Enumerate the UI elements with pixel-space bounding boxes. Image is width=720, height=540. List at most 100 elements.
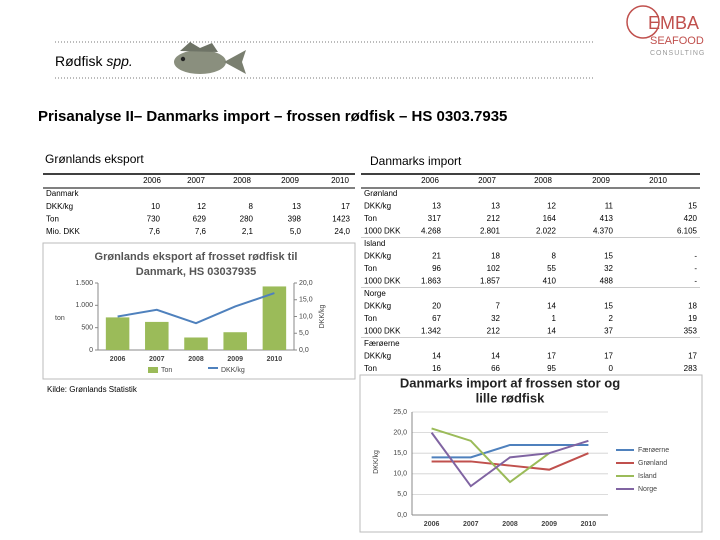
- x-tick-label: 2007: [149, 356, 165, 363]
- table-cell: 1.857: [480, 277, 501, 286]
- line: [431, 443, 589, 459]
- y2-axis-label: DKK/kg: [319, 305, 326, 329]
- table-cell: 102: [487, 264, 501, 273]
- table-cell: 730: [147, 215, 161, 224]
- section-title: Danmarks import: [370, 154, 462, 168]
- table-cell: 19: [688, 314, 697, 323]
- table-cell: 7,6: [149, 227, 161, 236]
- y-tick-label: 0: [89, 347, 93, 354]
- table-cell: 8: [249, 202, 254, 211]
- table-cell: 629: [193, 215, 207, 224]
- table-cell: 7: [496, 302, 501, 311]
- table-cell: 488: [600, 277, 614, 286]
- y2-tick-label: 15,0: [299, 297, 313, 304]
- table-cell: 280: [240, 215, 254, 224]
- table-cell: 283: [684, 364, 698, 373]
- table-cell: 14: [491, 352, 500, 361]
- y-tick-label: 500: [81, 325, 93, 332]
- bar: [262, 286, 287, 350]
- table-cell: 18: [688, 302, 697, 311]
- legend-swatch: [148, 367, 158, 373]
- table-cell: 410: [543, 277, 557, 286]
- x-tick-label: 2009: [541, 521, 557, 528]
- logo-text: EMBA: [648, 13, 699, 33]
- x-tick-label: 2006: [424, 521, 440, 528]
- logo: EMBA SEAFOOD CONSULTING: [626, 5, 705, 57]
- table-cell: 420: [684, 214, 698, 223]
- table-cell: 24,0: [334, 227, 350, 236]
- column-header: 2007: [187, 176, 205, 185]
- logo-text: SEAFOOD: [650, 35, 704, 47]
- x-tick-label: 2008: [188, 356, 204, 363]
- y2-tick-label: 20,0: [299, 280, 313, 287]
- slide-title: Prisanalyse II– Danmarks import – frosse…: [38, 108, 507, 125]
- y-axis-label: ton: [55, 315, 65, 322]
- table-cell: 14: [432, 352, 441, 361]
- table-cell: 17: [547, 352, 556, 361]
- row-label: Ton: [364, 314, 377, 323]
- table-cell: 55: [547, 264, 556, 273]
- table-cell: 66: [491, 364, 500, 373]
- column-header: 2006: [143, 176, 161, 185]
- table-cell: 17: [341, 202, 350, 211]
- legend-label: DKK/kg: [221, 367, 245, 374]
- row-label: Norge: [364, 289, 386, 298]
- chart-title: Danmarks import af frossen stor og: [400, 375, 620, 390]
- table-cell: 1.342: [421, 327, 442, 336]
- logo-text: CONSULTING: [650, 50, 705, 57]
- row-label: Grønland: [364, 189, 397, 198]
- bar: [105, 317, 130, 350]
- table-cell: 398: [288, 215, 302, 224]
- legend-label: Grønland: [638, 460, 667, 467]
- table-cell: 13: [491, 202, 500, 211]
- row-label: 1000 DKK: [364, 327, 401, 336]
- table-cell: 12: [197, 202, 206, 211]
- table-cell: -: [694, 264, 697, 273]
- table-cell: 212: [487, 214, 501, 223]
- table-cell: 4.370: [593, 227, 614, 236]
- row-label: DKK/kg: [364, 252, 391, 261]
- legend-label: Island: [638, 473, 657, 480]
- table-cell: 11: [605, 202, 614, 211]
- line: [431, 452, 589, 471]
- column-header: 2010: [331, 176, 349, 185]
- y-tick-label: 25,0: [393, 409, 407, 416]
- row-label: 1000 DKK: [364, 277, 401, 286]
- y-tick-label: 20,0: [393, 429, 407, 436]
- column-header: 2009: [592, 176, 610, 185]
- table-cell: 10: [151, 202, 160, 211]
- table-cell: 32: [491, 314, 500, 323]
- y-tick-label: 1.000: [75, 302, 93, 309]
- row-label: Island: [364, 239, 385, 248]
- bar: [184, 337, 208, 350]
- table-cell: -: [694, 277, 697, 286]
- source: Kilde: Grønlands Statistik: [47, 385, 138, 394]
- table-cell: 2.801: [480, 227, 501, 236]
- heading-italic: spp.: [106, 53, 132, 69]
- table-cell: 2,1: [242, 227, 254, 236]
- table-cell: 212: [487, 327, 501, 336]
- table-cell: 13: [432, 202, 441, 211]
- y2-tick-label: 0,0: [299, 347, 309, 354]
- row-label: DKK/kg: [364, 302, 391, 311]
- y2-tick-label: 10,0: [299, 313, 313, 320]
- table-cell: 413: [600, 214, 614, 223]
- table-cell: 15: [688, 202, 697, 211]
- row-label: DKK/kg: [364, 202, 391, 211]
- x-tick-label: 2009: [227, 356, 243, 363]
- table-cell: 1: [552, 314, 557, 323]
- y-tick-label: 0,0: [397, 512, 407, 519]
- table-cell: 14: [547, 327, 556, 336]
- column-header: 2008: [233, 176, 251, 185]
- table-cell: 37: [604, 327, 613, 336]
- table-cell: 8: [552, 252, 557, 261]
- heading: Rødfisk spp.: [55, 53, 133, 69]
- table-cell: 1423: [332, 215, 350, 224]
- row-label: Mio. DKK: [46, 227, 80, 236]
- y-tick-label: 1.500: [75, 280, 93, 287]
- row-label: 1000 DKK: [364, 227, 401, 236]
- table-cell: 2.022: [536, 227, 557, 236]
- bar: [145, 321, 169, 350]
- row-label: Ton: [46, 215, 59, 224]
